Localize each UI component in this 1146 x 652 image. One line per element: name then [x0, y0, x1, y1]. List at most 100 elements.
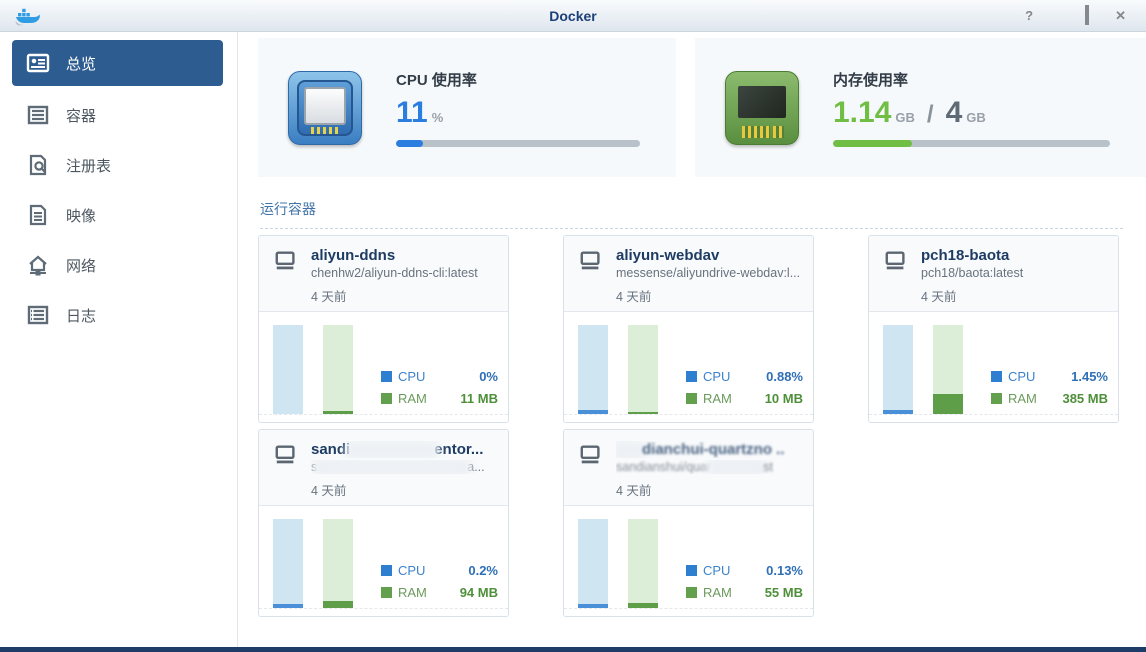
- maximize-icon[interactable]: [1085, 5, 1090, 25]
- ram-legend-label: RAM: [703, 585, 732, 600]
- ram-legend-swatch: [686, 393, 697, 404]
- log-icon: [26, 303, 50, 327]
- container-age: 4 天前: [616, 290, 652, 304]
- container-card-body: CPU 0% RAM 11 MB: [259, 312, 508, 422]
- image-icon: [26, 203, 50, 227]
- sidebar: 总览容器注册表映像网络日志: [0, 32, 238, 647]
- container-card-body: CPU 0.13% RAM 55 MB: [564, 506, 813, 616]
- container-card-body: CPU 1.45% RAM 385 MB: [869, 312, 1118, 422]
- container-legend: CPU 0.88% RAM 10 MB: [686, 362, 803, 406]
- sidebar-item-3[interactable]: 映像: [0, 190, 237, 240]
- container-image: s a...: [311, 460, 485, 475]
- ram-legend-label: RAM: [398, 391, 427, 406]
- ram-bar: [628, 325, 658, 414]
- container-age: 4 天前: [311, 290, 347, 304]
- cpu-legend-value: 0.88%: [766, 369, 803, 384]
- cpu-legend-label: CPU: [1008, 369, 1036, 384]
- sidebar-item-4[interactable]: 网络: [0, 240, 237, 290]
- cpu-legend-label: CPU: [703, 563, 731, 578]
- container-card-body: CPU 0.88% RAM 10 MB: [564, 312, 813, 422]
- container-image: messense/aliyundrive-webdav:l...: [616, 266, 801, 280]
- container-image: chenhw2/aliyun-ddns-cli:latest: [311, 266, 478, 280]
- memory-total-value: 4: [945, 95, 963, 129]
- cpu-legend-swatch: [381, 565, 392, 576]
- network-icon: [26, 253, 50, 277]
- stats-row: CPU 使用率 11 % 内存使用: [258, 38, 1146, 177]
- cpu-legend-value: 0%: [479, 369, 498, 384]
- container-card[interactable]: aliyun-ddns chenhw2/aliyun-ddns-cli:late…: [258, 235, 509, 423]
- cpu-legend-value: 1.45%: [1071, 369, 1108, 384]
- close-icon[interactable]: ✕: [1115, 8, 1126, 23]
- cpu-usage-value: 11: [396, 95, 428, 129]
- cpu-legend-label: CPU: [703, 369, 731, 384]
- container-card-body: CPU 0.2% RAM 94 MB: [259, 506, 508, 616]
- docker-whale-icon: [15, 8, 40, 25]
- running-containers-title: 运行容器: [260, 199, 1123, 229]
- ram-legend-swatch: [381, 587, 392, 598]
- cpu-legend-swatch: [686, 565, 697, 576]
- cpu-legend-value: 0.13%: [766, 563, 803, 578]
- sidebar-item-label: 注册表: [66, 157, 112, 175]
- ram-bar: [933, 325, 963, 414]
- cpu-usage-unit: %: [431, 109, 444, 125]
- container-icon: [885, 251, 905, 270]
- window-title: Docker: [549, 7, 597, 24]
- redacted-text: [317, 461, 468, 475]
- cpu-bar: [578, 325, 608, 414]
- container-name: sandi entor...: [311, 441, 484, 458]
- cpu-progress-bar: [396, 139, 640, 147]
- ram-legend-label: RAM: [1008, 391, 1037, 406]
- container-legend: CPU 0.2% RAM 94 MB: [381, 556, 498, 600]
- container-icon: [275, 251, 295, 270]
- container-name: aliyun-ddns: [311, 247, 396, 264]
- ram-legend-label: RAM: [703, 391, 732, 406]
- sidebar-item-label: 映像: [66, 207, 97, 225]
- container-card-header: pch18-baota pch18/baota:latest 4 天前: [869, 236, 1118, 312]
- container-grid: aliyun-ddns chenhw2/aliyun-ddns-cli:late…: [258, 235, 1146, 617]
- container-card[interactable]: aliyun-webdav messense/aliyundrive-webda…: [563, 235, 814, 423]
- ram-bar: [323, 325, 353, 414]
- cpu-legend-swatch: [381, 371, 392, 382]
- container-legend: CPU 1.45% RAM 385 MB: [991, 362, 1108, 406]
- sidebar-item-0[interactable]: 总览: [12, 40, 223, 86]
- container-icon: [580, 445, 600, 464]
- registry-icon: [26, 153, 50, 177]
- sidebar-item-label: 日志: [66, 307, 97, 325]
- container-card[interactable]: pch18-baota pch18/baota:latest 4 天前 CPU …: [868, 235, 1119, 423]
- cpu-usage-card: CPU 使用率 11 %: [258, 38, 676, 177]
- memory-used-unit: GB: [895, 109, 915, 125]
- container-name: pch18-baota: [921, 247, 1010, 264]
- sidebar-item-1[interactable]: 容器: [0, 90, 237, 140]
- sidebar-item-label: 总览: [66, 55, 97, 73]
- container-legend: CPU 0% RAM 11 MB: [381, 362, 498, 406]
- container-icon: [580, 251, 600, 270]
- cpu-bar: [273, 519, 303, 608]
- ram-icon: [725, 70, 799, 145]
- redacted-text: [711, 461, 764, 475]
- ram-legend-value: 11 MB: [460, 391, 498, 406]
- ram-legend-value: 94 MB: [459, 585, 498, 600]
- container-card-header: aliyun-ddns chenhw2/aliyun-ddns-cli:late…: [259, 236, 508, 312]
- chart-baseline: [259, 414, 508, 415]
- redacted-text: [350, 443, 435, 457]
- container-name: aliyun-webdav: [616, 247, 720, 264]
- sidebar-item-2[interactable]: 注册表: [0, 140, 237, 190]
- memory-progress-bar: [833, 139, 1110, 147]
- memory-total-unit: GB: [966, 109, 986, 125]
- container-age: 4 天前: [311, 484, 347, 499]
- sidebar-item-label: 网络: [66, 257, 97, 275]
- container-card[interactable]: dianchui-quartzno .. sandianshui/quar st …: [563, 429, 814, 617]
- sidebar-item-5[interactable]: 日志: [0, 290, 237, 340]
- container-card-header: sandi entor... s a... 4 天前: [259, 430, 508, 506]
- cpu-bar: [578, 519, 608, 608]
- memory-used-value: 1.14: [833, 95, 892, 129]
- cpu-icon: [288, 70, 362, 145]
- ram-legend-swatch: [381, 393, 392, 404]
- chart-baseline: [259, 608, 508, 609]
- container-legend: CPU 0.13% RAM 55 MB: [686, 556, 803, 600]
- help-icon[interactable]: ?: [1025, 8, 1034, 23]
- container-image: pch18/baota:latest: [921, 266, 1024, 280]
- container-card[interactable]: sandi entor... s a... 4 天前 CPU 0.2% RAM 94…: [258, 429, 509, 617]
- memory-separator: /: [926, 100, 934, 128]
